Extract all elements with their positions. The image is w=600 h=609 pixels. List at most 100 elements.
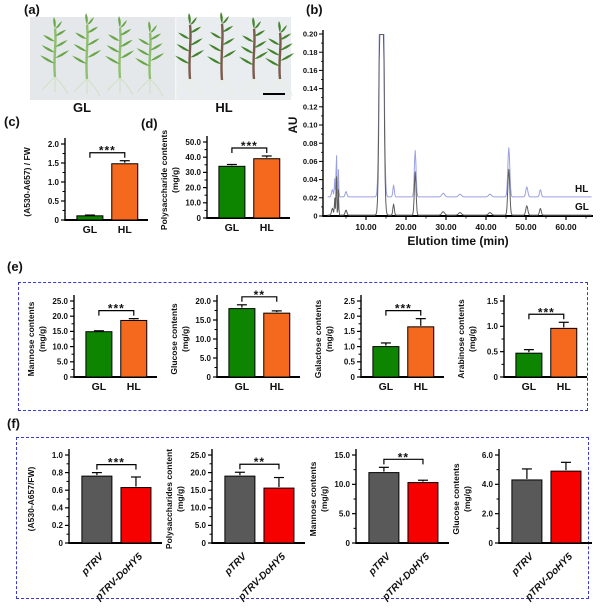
svg-text:pTRV: pTRV — [79, 550, 107, 578]
svg-text:GL: GL — [379, 381, 394, 393]
svg-text:pTRV: pTRV — [222, 550, 250, 578]
svg-text:HL: HL — [260, 222, 275, 234]
svg-text:Glucose contents: Glucose contents — [169, 303, 179, 375]
photo-group-label-gl: GL — [72, 100, 92, 115]
svg-text:10.0: 10.0 — [185, 199, 201, 208]
svg-text:60.00: 60.00 — [555, 222, 577, 232]
polysaccharide-bar-chart: 0 10.0 20.0 30.0 40.0 50.0 Polysaccharide cont… — [159, 130, 290, 234]
panel-e-label: (e) — [7, 259, 23, 274]
panel-f-box — [16, 437, 589, 599]
svg-text:**: ** — [254, 455, 265, 469]
svg-text:Elution time (min): Elution time (min) — [407, 234, 508, 248]
anthocyanin-bar-chart: 0 0.5 1.0 1.5 2.0 (A530-A657) / FW GL HL *** — [22, 138, 148, 236]
svg-text:Galactose contents: Galactose contents — [313, 300, 323, 379]
svg-text:0.16: 0.16 — [303, 66, 318, 75]
svg-text:2.0: 2.0 — [48, 140, 60, 149]
svg-text:1.0: 1.0 — [487, 322, 499, 331]
svg-text:1.0: 1.0 — [52, 451, 64, 460]
svg-text:Glucose contents: Glucose contents — [451, 463, 461, 535]
svg-text:15.0: 15.0 — [190, 486, 206, 495]
panel-a-label: (a) — [24, 2, 40, 17]
svg-text:(mg/g): (mg/g) — [319, 486, 329, 512]
svg-text:GL: GL — [575, 202, 589, 213]
svg-text:HL: HL — [575, 184, 588, 195]
svg-text:15.0: 15.0 — [195, 316, 211, 325]
svg-text:10.00: 10.00 — [355, 222, 377, 232]
vigs-anthocyanin-bar-chart: 00.20.40.60.81.0(A530-A657/FW)pTRVpTRV-D… — [26, 449, 162, 604]
svg-text:Arabinose contents: Arabinose contents — [456, 299, 466, 379]
svg-text:***: *** — [241, 139, 258, 153]
svg-text:2.0: 2.0 — [482, 509, 494, 518]
svg-text:***: *** — [108, 302, 125, 316]
svg-text:***: *** — [395, 302, 412, 316]
vigs-polysaccharide-bar-chart: 0 5.0 10.0 15.0 20.0 25.0 Polysaccharides cont… — [164, 449, 305, 604]
svg-text:0.18: 0.18 — [303, 48, 318, 57]
svg-text:2.5: 2.5 — [344, 297, 356, 306]
svg-text:20.0: 20.0 — [52, 312, 68, 321]
svg-text:0.5: 0.5 — [487, 347, 499, 356]
svg-text:0.14: 0.14 — [303, 84, 318, 93]
svg-text:25.0: 25.0 — [52, 297, 68, 306]
svg-text:20.0: 20.0 — [195, 297, 211, 306]
svg-text:***: *** — [99, 144, 116, 158]
svg-text:4.0: 4.0 — [482, 480, 494, 489]
svg-text:1.5: 1.5 — [344, 327, 356, 336]
svg-text:***: *** — [108, 456, 125, 470]
svg-text:1.5: 1.5 — [48, 159, 60, 168]
svg-text:HL: HL — [270, 381, 285, 393]
svg-text:Mannose contents: Mannose contents — [308, 461, 318, 536]
svg-text:(mg/g): (mg/g) — [175, 486, 185, 512]
svg-text:0.8: 0.8 — [52, 468, 64, 477]
mannose-bar-chart: 0 5.0 10.0 15.0 20.0 25.0 Mannose contents (mg/… — [26, 295, 157, 393]
svg-text:0.08: 0.08 — [303, 139, 318, 148]
svg-text:(mg/g): (mg/g) — [462, 486, 472, 512]
plants-photo — [30, 12, 295, 100]
svg-text:30.00: 30.00 — [435, 222, 457, 232]
svg-text:**: ** — [398, 450, 409, 464]
svg-text:(mg/g): (mg/g) — [37, 326, 47, 352]
svg-text:10.0: 10.0 — [195, 335, 211, 344]
svg-text:0: 0 — [202, 539, 207, 548]
photo-group-label-hl: HL — [215, 100, 233, 115]
svg-text:30.0: 30.0 — [185, 168, 201, 177]
svg-text:0: 0 — [197, 214, 202, 223]
glucose-bar-chart: 0 5.0 10.0 15.0 20.0 Glucose contents (mg/g) GL… — [169, 288, 300, 393]
chromatogram-chart: 0 0.02 0.04 0.06 0.08 0.10 0.12 0.14 0.16 0.18 0.2… — [288, 30, 593, 248]
svg-text:0: 0 — [59, 539, 64, 548]
svg-text:0: 0 — [346, 539, 351, 548]
svg-text:0: 0 — [351, 373, 356, 382]
svg-text:0.04: 0.04 — [303, 175, 318, 184]
svg-text:0.02: 0.02 — [303, 193, 318, 202]
svg-text:25.0: 25.0 — [190, 451, 206, 460]
svg-text:(mg/g): (mg/g) — [324, 326, 334, 352]
arabinose-bar-chart: 0 0.5 1.0 1.5 Arabinose contents (mg/g) GL HL **… — [456, 295, 587, 393]
svg-text:1.0: 1.0 — [344, 342, 356, 351]
svg-text:(A530-A657/FW): (A530-A657/FW) — [26, 466, 36, 531]
svg-text:0.4: 0.4 — [52, 504, 64, 513]
svg-text:0.20: 0.20 — [303, 30, 318, 39]
svg-text:HL: HL — [127, 381, 142, 393]
svg-text:40.0: 40.0 — [185, 153, 201, 162]
svg-text:5.0: 5.0 — [57, 358, 69, 367]
svg-text:15.0: 15.0 — [334, 451, 350, 460]
svg-text:5.0: 5.0 — [195, 521, 207, 530]
panel-f-label: (f) — [7, 416, 20, 431]
svg-text:HL: HL — [118, 224, 133, 236]
panel-d-label: (d) — [141, 116, 158, 131]
svg-text:10.0: 10.0 — [190, 504, 206, 513]
svg-text:0.5: 0.5 — [344, 358, 356, 367]
svg-text:10.0: 10.0 — [52, 342, 68, 351]
svg-text:1.0: 1.0 — [48, 178, 60, 187]
svg-text:20.0: 20.0 — [190, 468, 206, 477]
svg-text:(mg/g): (mg/g) — [467, 326, 477, 352]
svg-text:0.5: 0.5 — [48, 197, 60, 206]
panel-c-label: (c) — [4, 114, 20, 129]
svg-text:(A530-A657) / FW: (A530-A657) / FW — [22, 146, 32, 216]
svg-text:1.5: 1.5 — [487, 297, 499, 306]
svg-text:AU: AU — [288, 117, 300, 134]
svg-text:0.6: 0.6 — [52, 486, 64, 495]
svg-text:GL: GL — [235, 381, 250, 393]
svg-text:10.0: 10.0 — [334, 480, 350, 489]
